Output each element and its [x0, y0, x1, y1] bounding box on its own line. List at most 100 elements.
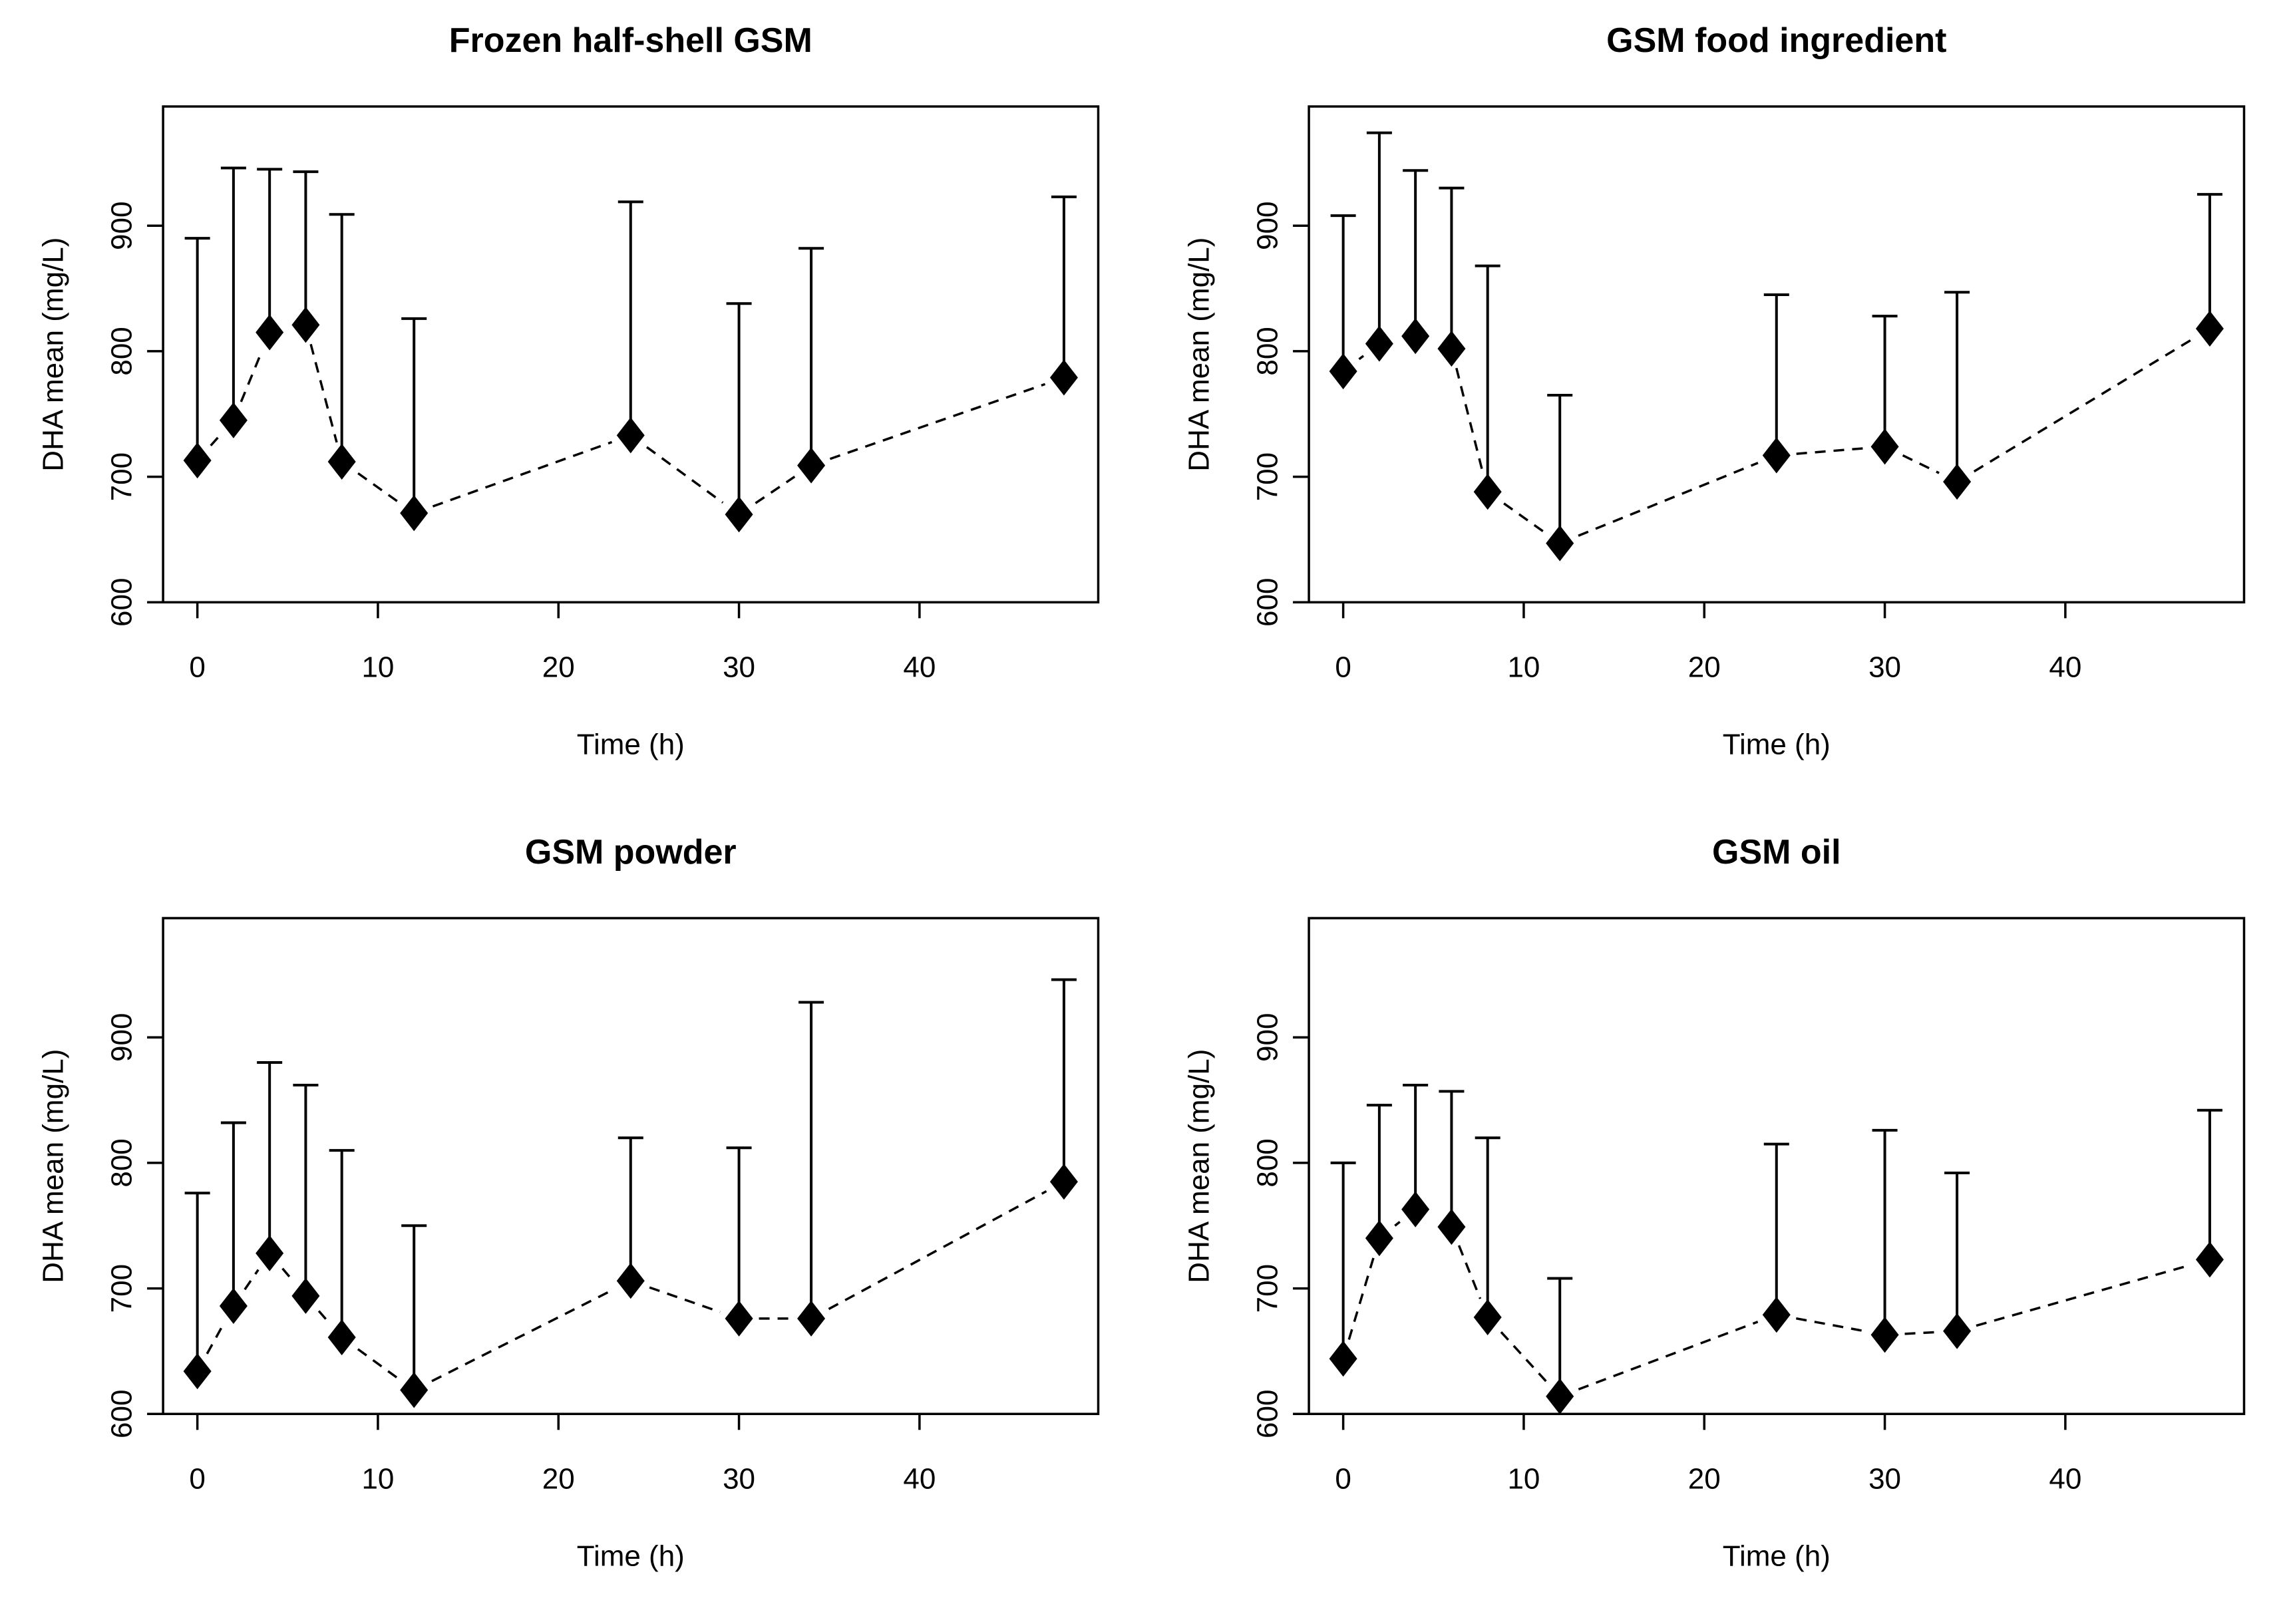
x-axis-label: Time (h)	[1722, 1540, 1830, 1573]
series-segment	[433, 442, 612, 506]
x-tick-label: 10	[1507, 651, 1540, 683]
data-point	[1401, 318, 1429, 354]
data-point	[328, 444, 356, 480]
data-point	[1365, 326, 1393, 362]
series-segment	[1578, 1322, 1757, 1389]
data-point	[725, 1301, 753, 1337]
x-axis-label: Time (h)	[1722, 728, 1830, 760]
series-segment	[755, 476, 794, 503]
series-segment	[1456, 368, 1483, 472]
data-point	[184, 442, 212, 478]
y-tick-label: 700	[1251, 452, 1284, 501]
x-axis-label: Time (h)	[577, 1540, 685, 1573]
data-point	[184, 1353, 212, 1389]
x-tick-label: 10	[1507, 1463, 1540, 1496]
panel-title: GSM food ingredient	[1606, 21, 1946, 60]
data-point	[1762, 1297, 1790, 1333]
series-segment	[358, 473, 398, 502]
series-segment	[1500, 1332, 1546, 1382]
data-point	[617, 417, 645, 453]
data-point	[1546, 526, 1574, 562]
y-tick-label: 800	[106, 1139, 138, 1188]
x-tick-label: 10	[361, 651, 394, 683]
data-point	[1437, 331, 1465, 367]
x-tick-label: 40	[903, 1463, 936, 1496]
series-segment	[1976, 1265, 2190, 1326]
series-segment	[1578, 463, 1758, 536]
series-segment	[830, 384, 1045, 458]
data-point	[1943, 1313, 1971, 1349]
series-segment	[283, 1269, 293, 1281]
x-tick-label: 20	[542, 1463, 575, 1496]
y-tick-label: 800	[106, 327, 138, 375]
y-axis-label: DHA mean (mg/L)	[37, 1049, 70, 1283]
y-axis-label: DHA mean (mg/L)	[1182, 238, 1215, 472]
series-segment	[1902, 455, 1939, 473]
data-point	[1870, 428, 1898, 464]
x-tick-label: 40	[2049, 1463, 2081, 1496]
data-point	[1329, 1341, 1357, 1377]
y-tick-label: 900	[1251, 202, 1284, 250]
data-point	[1546, 1379, 1574, 1414]
series-segment	[211, 435, 220, 446]
data-point	[291, 1278, 319, 1314]
panel-title: Frozen half-shell GSM	[449, 21, 812, 60]
series-segment	[1349, 1257, 1373, 1340]
data-point	[400, 1373, 428, 1408]
data-point	[1870, 1317, 1898, 1353]
series-segment	[649, 1287, 720, 1312]
y-axis-label: DHA mean (mg/L)	[37, 238, 70, 472]
x-tick-label: 40	[2049, 651, 2081, 683]
data-point	[220, 403, 248, 438]
data-point	[291, 307, 319, 343]
y-tick-label: 900	[106, 202, 138, 250]
y-tick-label: 800	[1251, 327, 1284, 375]
series-segment	[1459, 1245, 1480, 1299]
x-tick-label: 0	[1335, 651, 1351, 683]
series-segment	[1359, 356, 1363, 359]
series-segment	[647, 447, 723, 502]
series-segment	[1796, 1319, 1865, 1331]
series-segment	[1395, 1222, 1399, 1226]
x-tick-label: 0	[189, 651, 205, 683]
data-point	[797, 1301, 825, 1337]
series-segment	[1796, 448, 1864, 454]
y-tick-label: 600	[1251, 1390, 1284, 1438]
data-point	[1473, 1299, 1501, 1335]
data-point	[220, 1288, 248, 1324]
data-point	[1473, 474, 1501, 510]
data-point	[1437, 1209, 1465, 1245]
series-segment	[828, 1192, 1046, 1309]
data-point	[1329, 353, 1357, 389]
series-segment	[358, 1349, 398, 1379]
panel-title: GSM powder	[525, 833, 737, 872]
x-tick-label: 40	[903, 651, 936, 683]
y-tick-label: 700	[1251, 1264, 1284, 1313]
x-tick-label: 10	[361, 1463, 394, 1496]
y-tick-label: 900	[1251, 1013, 1284, 1062]
x-axis-label: Time (h)	[577, 728, 685, 760]
x-tick-label: 30	[723, 651, 755, 683]
series-segment	[241, 351, 262, 402]
y-axis-label: DHA mean (mg/L)	[1182, 1049, 1215, 1283]
y-tick-label: 800	[1251, 1139, 1284, 1188]
data-point	[797, 448, 825, 484]
x-tick-label: 0	[1335, 1463, 1351, 1496]
data-point	[1050, 360, 1078, 396]
data-point	[2195, 1242, 2223, 1278]
panel-title: GSM oil	[1711, 833, 1841, 872]
x-tick-label: 20	[1687, 1463, 1720, 1496]
x-tick-label: 20	[542, 651, 575, 683]
series-segment	[319, 1311, 329, 1323]
data-point	[725, 496, 753, 532]
y-tick-label: 600	[1251, 578, 1284, 627]
data-point	[256, 315, 283, 351]
x-tick-label: 30	[1868, 651, 1901, 683]
